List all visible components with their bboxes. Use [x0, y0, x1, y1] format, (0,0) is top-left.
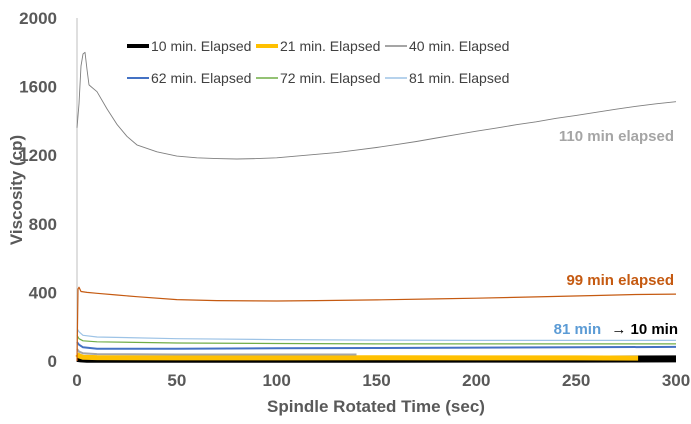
x-tick-label: 0	[72, 371, 81, 390]
y-tick-label: 400	[29, 283, 57, 302]
x-tick-label: 150	[362, 371, 390, 390]
x-tick-label: 100	[262, 371, 290, 390]
y-tick-label: 1600	[19, 78, 57, 97]
annotation-81-min: 81 min	[554, 321, 602, 338]
x-tick-label: 200	[462, 371, 490, 390]
legend-label: 40 min. Elapsed	[409, 38, 509, 54]
series-line	[76, 51, 677, 160]
legend: 10 min. Elapsed 21 min. Elapsed 40 min. El…	[127, 38, 509, 86]
x-tick-label: 250	[562, 371, 590, 390]
annotation-81-to-10-min: 81 min → 10 min	[554, 321, 678, 338]
y-axis-title: Viscosity (cp)	[7, 135, 26, 245]
y-axis-ticks: 0 400 800 1200 1600 2000	[19, 9, 57, 371]
x-tick-label: 300	[662, 371, 690, 390]
y-tick-label: 0	[48, 352, 57, 371]
x-tick-label: 50	[167, 371, 186, 390]
x-axis-ticks: 0 50 100 150 200 250 300	[72, 371, 690, 390]
legend-label: 10 min. Elapsed	[151, 38, 251, 54]
series-line	[76, 334, 676, 345]
series-lines	[75, 51, 677, 363]
annotation-110-min: 110 min elapsed	[559, 128, 674, 145]
x-axis-title: Spindle Rotated Time (sec)	[267, 397, 485, 416]
legend-label: 21 min. Elapsed	[280, 38, 380, 54]
annotation-99-min: 99 min elapsed	[566, 272, 674, 289]
series-line	[76, 341, 677, 350]
annotation-arrow-10-min: → 10 min	[611, 321, 678, 338]
legend-label: 62 min. Elapsed	[151, 70, 251, 86]
y-tick-label: 2000	[19, 9, 57, 28]
series-line	[76, 286, 677, 362]
y-tick-label: 800	[29, 215, 57, 234]
y-tick-label: 1200	[19, 146, 57, 165]
series-line	[76, 348, 357, 356]
series-line	[75, 352, 639, 361]
legend-label: 81 min. Elapsed	[409, 70, 509, 86]
legend-label: 72 min. Elapsed	[280, 70, 380, 86]
series-line	[76, 328, 676, 341]
